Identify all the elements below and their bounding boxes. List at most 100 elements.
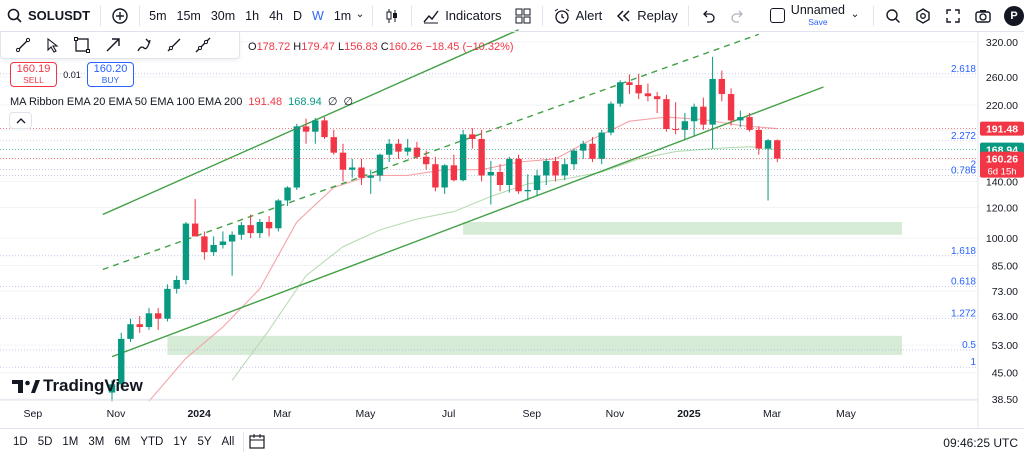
range-3m[interactable]: 3M xyxy=(88,436,105,448)
candle-body xyxy=(515,158,522,192)
quick-search-button[interactable] xyxy=(878,0,908,32)
candle-body xyxy=(265,222,273,229)
candle-body xyxy=(413,147,421,157)
candle xyxy=(155,308,162,330)
candle-body xyxy=(746,117,753,130)
candle xyxy=(524,174,531,201)
calendar-range-icon[interactable] xyxy=(248,433,266,451)
layout-menu[interactable]: Unnamed Save xyxy=(764,0,869,32)
trade-panel: 160.19 SELL 0.01 160.20 BUY xyxy=(10,62,134,87)
symbol-search[interactable]: SOLUSDT xyxy=(0,0,96,32)
interval-1mo[interactable]: 1m xyxy=(333,8,352,23)
candle xyxy=(450,154,458,182)
brush-tool-icon[interactable] xyxy=(135,36,153,54)
candle-body xyxy=(155,313,162,319)
alert-button[interactable]: Alert xyxy=(547,0,609,32)
sell-button[interactable]: 160.19 SELL xyxy=(10,62,57,87)
candle xyxy=(653,91,661,114)
interval-30m[interactable]: 30m xyxy=(210,8,236,23)
settings-button[interactable] xyxy=(908,0,938,32)
y-tick-label: 38.50 xyxy=(992,394,1018,406)
range-1m[interactable]: 1M xyxy=(62,436,79,448)
candle-body xyxy=(653,96,661,100)
interval-1d[interactable]: D xyxy=(292,8,302,23)
candle xyxy=(275,199,282,232)
candle-body xyxy=(524,190,531,192)
open-label: O xyxy=(248,41,257,53)
range-1d[interactable]: 1D xyxy=(13,436,28,448)
candle xyxy=(247,214,254,239)
cursor-tool-icon[interactable] xyxy=(44,37,60,53)
indicators-button[interactable]: Indicators xyxy=(416,0,507,32)
redo-button[interactable] xyxy=(723,0,753,32)
buy-label: BUY xyxy=(101,75,120,85)
extended-line-tool-icon[interactable] xyxy=(195,37,211,53)
compare-button[interactable] xyxy=(105,0,135,32)
ray-tool-icon[interactable] xyxy=(166,37,182,53)
layout-save-status: Save xyxy=(808,16,828,27)
x-tick-label: May xyxy=(356,408,377,420)
candle xyxy=(607,101,615,136)
candle-body xyxy=(469,134,476,139)
buy-price: 160.20 xyxy=(93,63,128,75)
interval-1w[interactable]: W xyxy=(312,8,324,23)
candle xyxy=(404,138,411,156)
collapse-legend-button[interactable] xyxy=(9,112,32,129)
candle-body xyxy=(330,137,337,153)
profile-button[interactable]: P xyxy=(998,0,1024,32)
candle-body xyxy=(589,143,596,159)
range-1y[interactable]: 1Y xyxy=(173,436,188,448)
channel-solid-line xyxy=(102,29,519,216)
support-zone xyxy=(463,222,903,235)
chevron-down-icon[interactable] xyxy=(356,7,368,25)
snapshot-button[interactable] xyxy=(968,0,998,32)
close-value: 160.26 xyxy=(388,41,423,53)
x-tick-label: Nov xyxy=(107,408,126,420)
range-ytd[interactable]: YTD xyxy=(140,436,164,448)
interval-4h[interactable]: 4h xyxy=(269,8,283,23)
fib-level-label: 2.618 xyxy=(951,64,976,75)
utc-clock[interactable]: 09:46:25 UTC xyxy=(943,436,1018,450)
buy-button[interactable]: 160.20 BUY xyxy=(87,62,134,87)
range-6m[interactable]: 6M xyxy=(114,436,131,448)
trend-line-tool-icon[interactable] xyxy=(15,37,31,53)
candle-layer xyxy=(108,56,781,402)
fib-level-label: 0.786 xyxy=(951,165,976,176)
support-zone xyxy=(167,335,903,355)
rewind-icon xyxy=(617,9,630,22)
chevron-down-icon xyxy=(852,13,858,17)
undo-button[interactable] xyxy=(693,0,723,32)
fullscreen-button[interactable] xyxy=(938,0,968,32)
x-tick-label: 2024 xyxy=(187,408,211,420)
interval-15m[interactable]: 15m xyxy=(176,8,201,23)
candle xyxy=(413,141,421,159)
candle-body xyxy=(386,143,393,155)
replay-button[interactable]: Replay xyxy=(608,0,683,32)
range-all[interactable]: All xyxy=(221,436,235,448)
interval-5m[interactable]: 5m xyxy=(149,8,167,23)
candle-body xyxy=(118,338,125,385)
range-5d[interactable]: 5D xyxy=(37,436,53,448)
range-5y[interactable]: 5Y xyxy=(197,436,212,448)
arrow-tool-icon[interactable] xyxy=(104,36,122,54)
ribbon-ema20-value: 191.48 xyxy=(248,96,283,108)
x-tick-label: May xyxy=(836,408,857,420)
candle xyxy=(506,156,513,193)
candle-body xyxy=(533,175,541,191)
ma-ribbon-legend[interactable]: MA Ribbon EMA 20 EMA 50 EMA 100 EMA 200 … xyxy=(10,95,353,108)
rectangle-tool-icon[interactable] xyxy=(73,36,91,54)
close-label: C xyxy=(380,41,389,53)
x-tick-label: Nov xyxy=(606,408,625,420)
candle xyxy=(543,158,550,186)
templates-button[interactable] xyxy=(508,0,538,32)
interval-1h[interactable]: 1h xyxy=(245,8,260,23)
candle xyxy=(127,318,134,342)
candle xyxy=(432,156,439,192)
chart-type-button[interactable] xyxy=(377,0,407,32)
candle-body xyxy=(441,165,448,188)
fib-level-label: 2 xyxy=(970,160,976,171)
high-label: H xyxy=(293,41,302,53)
candle-body xyxy=(700,106,707,125)
candle-body xyxy=(755,129,762,149)
